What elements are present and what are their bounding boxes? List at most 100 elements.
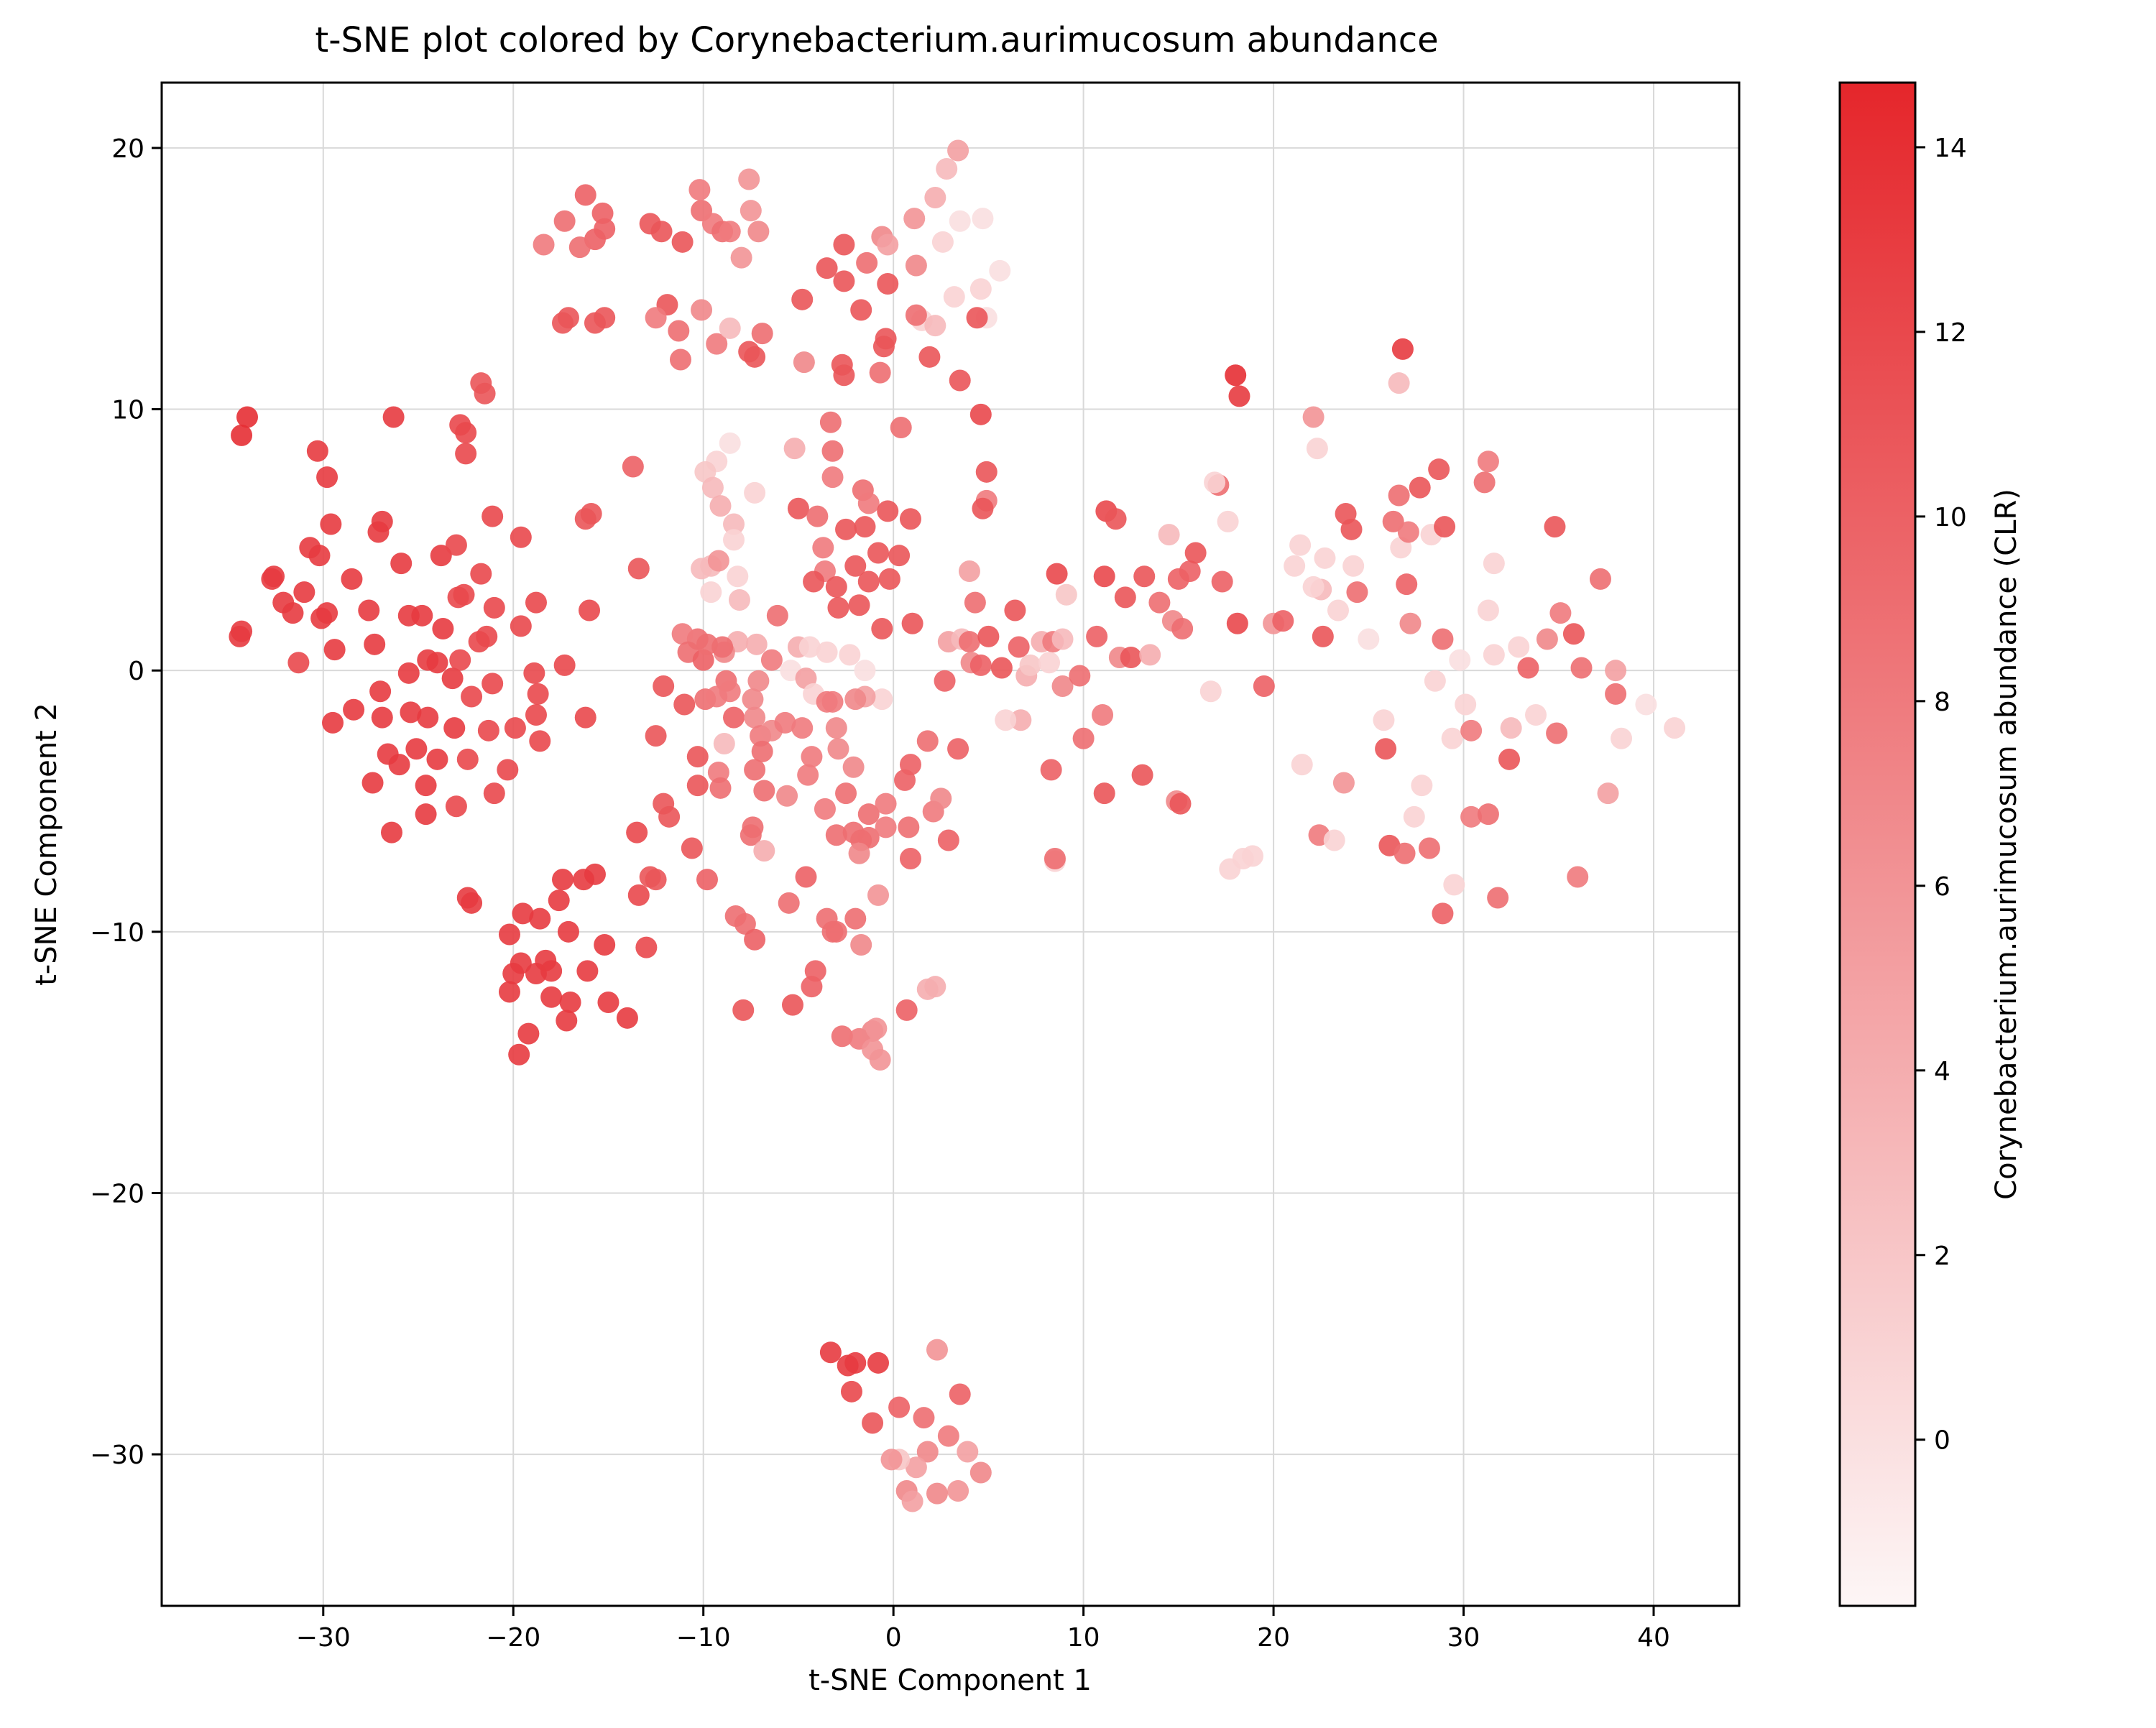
scatter-point	[483, 782, 505, 805]
scatter-point	[529, 730, 551, 752]
scatter-point	[686, 775, 709, 797]
scatter-point	[862, 1038, 884, 1061]
scatter-point	[523, 662, 545, 684]
scatter-point	[738, 168, 760, 190]
scatter-point	[282, 602, 304, 624]
scatter-point	[797, 764, 819, 786]
scatter-point	[557, 920, 579, 943]
scatter-point	[653, 675, 675, 697]
scatter-point	[388, 754, 410, 776]
colorbar-tick-label: 2	[1934, 1242, 1950, 1271]
scatter-point	[1158, 524, 1180, 546]
scatter-point	[1403, 805, 1425, 828]
scatter-point	[1105, 508, 1127, 530]
scatter-point	[1483, 553, 1505, 575]
scatter-point	[827, 596, 849, 619]
scatter-point	[1038, 652, 1061, 674]
scatter-point	[1019, 654, 1041, 676]
scatter-point	[1171, 618, 1194, 639]
scatter-point	[744, 759, 766, 781]
scatter-point	[671, 623, 694, 645]
scatter-point	[972, 497, 994, 519]
scatter-point	[390, 553, 413, 575]
scatter-point	[397, 662, 420, 684]
scatter-point	[1314, 547, 1336, 569]
scatter-point	[477, 719, 499, 741]
scatter-point	[1323, 829, 1345, 851]
scatter-point	[443, 717, 466, 739]
scatter-point	[1428, 458, 1450, 481]
scatter-point	[1131, 764, 1153, 786]
x-tick-label: 10	[1067, 1623, 1100, 1653]
scatter-point	[1204, 471, 1226, 494]
colorbar-tick-label: 10	[1934, 503, 1967, 532]
scatter-point	[1284, 555, 1306, 577]
colorbar-axis: 0 2 4 6 8 10 12 14	[1915, 134, 1967, 1456]
scatter-point	[510, 615, 532, 637]
scatter-point	[871, 618, 893, 639]
scatter-point	[668, 320, 690, 342]
x-axis-label: t-SNE Component 1	[808, 1664, 1092, 1697]
scatter-point	[744, 346, 766, 368]
scatter-point	[744, 481, 766, 504]
scatter-point	[713, 733, 735, 754]
scatter-point	[1312, 625, 1334, 647]
y-tick-label: −30	[90, 1441, 144, 1470]
scatter-point	[461, 892, 483, 914]
scatter-point	[594, 934, 616, 956]
scatter-point	[691, 558, 713, 580]
scatter-point	[671, 231, 694, 253]
scatter-point	[989, 259, 1011, 282]
scatter-point	[844, 907, 867, 930]
scatter-point	[1346, 581, 1368, 604]
scatter-point	[916, 730, 939, 752]
scatter-point	[673, 693, 696, 716]
scatter-point	[1179, 560, 1201, 582]
scatter-point	[791, 288, 814, 310]
scatter-point	[341, 568, 363, 590]
scatter-point	[709, 495, 732, 517]
scatter-point	[947, 139, 969, 162]
scatter-point	[1211, 570, 1233, 593]
scatter-point	[1225, 364, 1247, 387]
scatter-point	[1008, 636, 1030, 658]
scatter-point	[924, 976, 946, 998]
scatter-point	[875, 793, 897, 815]
scatter-point	[1093, 565, 1115, 588]
scatter-point	[821, 920, 844, 943]
scatter-point	[482, 673, 504, 695]
scatter-point	[1570, 657, 1593, 679]
scatter-point	[766, 604, 788, 627]
scatter-point	[839, 644, 861, 666]
scatter-point	[745, 633, 768, 655]
scatter-point	[850, 934, 872, 956]
scatter-point	[930, 787, 952, 810]
scatter-point	[482, 505, 504, 527]
scatter-point	[1399, 612, 1422, 634]
scatter-point	[449, 649, 471, 671]
scatter-point	[905, 254, 927, 277]
scatter-point	[840, 1380, 862, 1403]
scatter-point	[1562, 623, 1585, 645]
scatter-point	[899, 848, 921, 869]
scatter-point	[430, 545, 452, 567]
scatter-point	[895, 999, 918, 1021]
scatter-point	[1375, 738, 1397, 760]
scatter-point	[1291, 754, 1313, 776]
scatter-point	[1432, 628, 1454, 650]
scatter-point	[869, 361, 891, 384]
scatter-point	[842, 756, 865, 778]
scatter-point	[747, 221, 770, 243]
scatter-point	[1455, 693, 1477, 716]
scatter-point	[901, 612, 923, 634]
x-tick-label: 40	[1637, 1623, 1670, 1653]
scatter-point	[972, 208, 994, 230]
scatter-point	[1219, 858, 1241, 880]
scatter-point	[819, 1341, 842, 1364]
scatter-point	[1086, 625, 1108, 647]
scatter-point	[875, 816, 897, 838]
scatter-point	[934, 670, 956, 692]
scatter-point	[821, 690, 844, 713]
scatter-point	[548, 890, 570, 912]
scatter-point	[574, 706, 596, 729]
